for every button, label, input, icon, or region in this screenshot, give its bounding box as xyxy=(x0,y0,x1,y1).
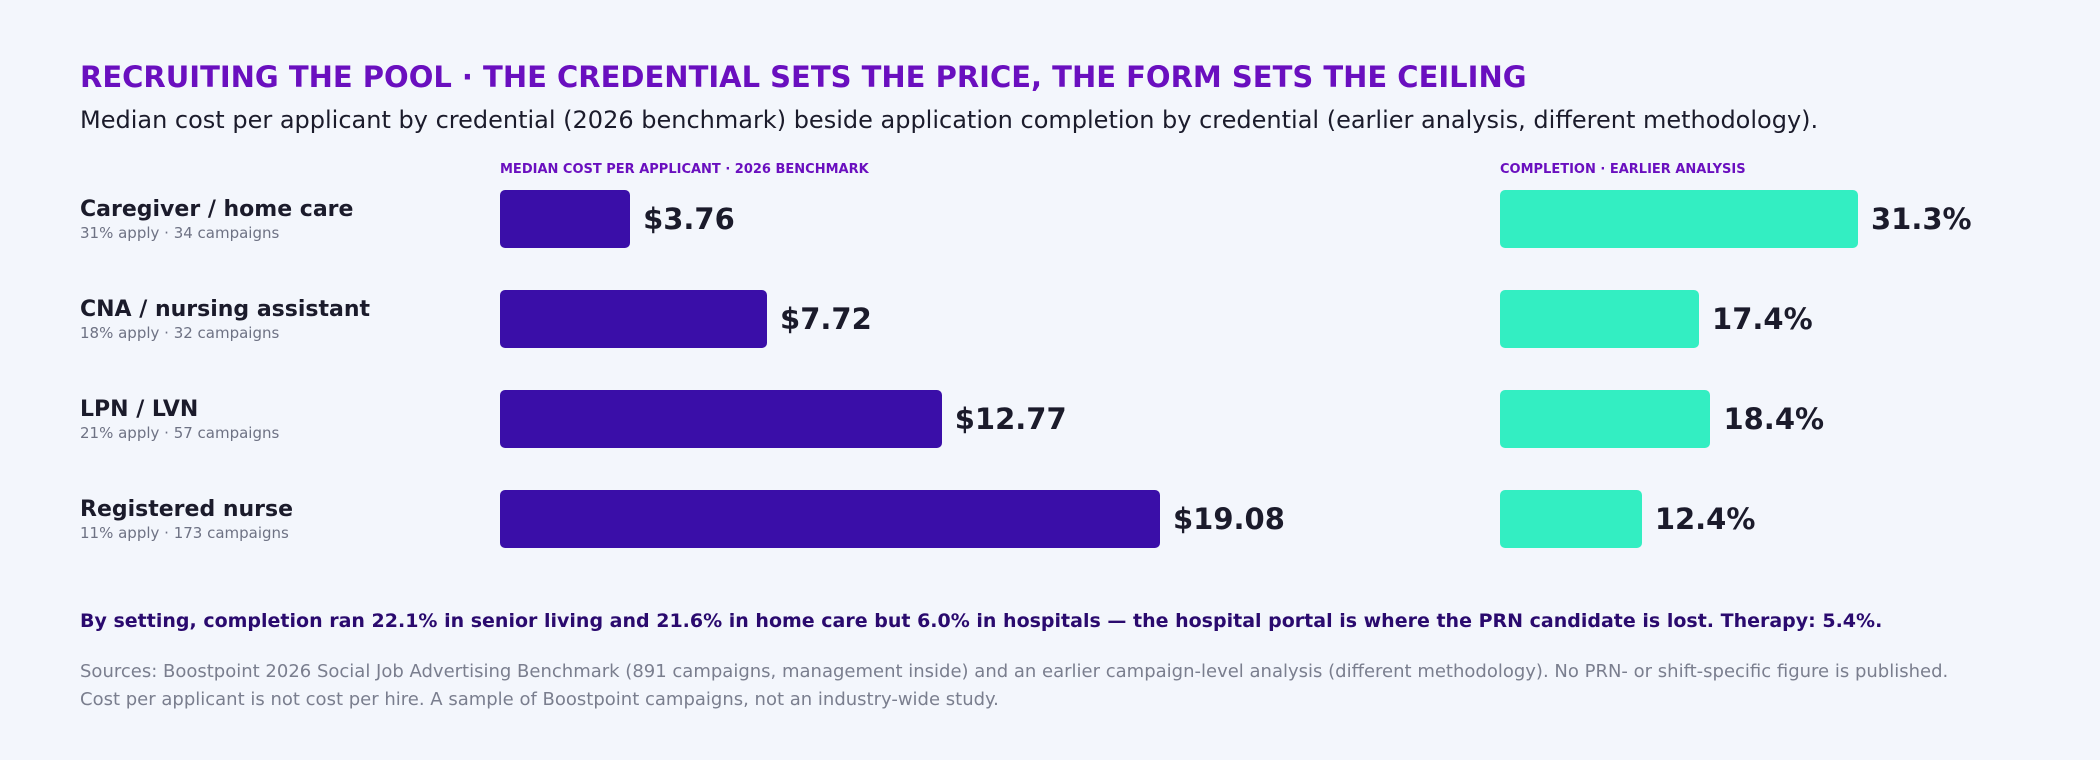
chart-title: RECRUITING THE POOL · THE CREDENTIAL SET… xyxy=(80,60,1527,94)
cost-value-label: $3.76 xyxy=(643,202,735,236)
cost-value-label: $19.08 xyxy=(1173,502,1285,536)
completion-panel-header: COMPLETION · EARLIER ANALYSIS xyxy=(1500,162,1746,177)
category-name: CNA / nursing assistant xyxy=(80,297,371,322)
cost-value-label: $7.72 xyxy=(780,302,872,336)
setting-note: By setting, completion ran 22.1% in seni… xyxy=(80,610,1883,632)
chart-subtitle: Median cost per applicant by credential … xyxy=(80,106,1819,134)
cost-panel-header: MEDIAN COST PER APPLICANT · 2026 BENCHMA… xyxy=(500,162,869,177)
category-name: Registered nurse xyxy=(80,497,294,522)
category-name: LPN / LVN xyxy=(80,397,199,422)
completion-value-label: 17.4% xyxy=(1712,302,1813,336)
category-label: Registered nurse 11% apply · 173 campaign… xyxy=(80,496,293,542)
cost-bar xyxy=(500,390,942,448)
source-line-1: Sources: Boostpoint 2026 Social Job Adve… xyxy=(80,661,1949,682)
cost-value-label: $12.77 xyxy=(954,402,1067,436)
cost-bar xyxy=(500,490,1160,548)
category-detail: 18% apply · 32 campaigns xyxy=(80,324,280,342)
completion-bar xyxy=(1500,190,1858,248)
category-label: LPN / LVN 21% apply · 57 campaigns xyxy=(80,396,279,442)
completion-value-label: 31.3% xyxy=(1871,202,1972,236)
completion-bar xyxy=(1500,490,1642,548)
cost-bar xyxy=(500,190,631,248)
category-label: CNA / nursing assistant 18% apply · 32 ca… xyxy=(80,296,370,342)
completion-bar xyxy=(1500,290,1700,348)
category-label: Caregiver / home care 31% apply · 34 camp… xyxy=(80,196,353,242)
category-detail: 31% apply · 34 campaigns xyxy=(80,224,280,242)
completion-value-label: 12.4% xyxy=(1654,502,1756,536)
source-line-2: Cost per applicant is not cost per hire.… xyxy=(80,689,999,710)
category-name: Caregiver / home care xyxy=(80,197,354,222)
category-detail: 11% apply · 173 campaigns xyxy=(80,524,289,542)
category-detail: 21% apply · 57 campaigns xyxy=(80,424,280,442)
source-note: Sources: Boostpoint 2026 Social Job Adve… xyxy=(80,658,1948,714)
completion-value-label: 18.4% xyxy=(1723,402,1825,436)
completion-bar xyxy=(1500,390,1711,448)
cost-bar xyxy=(500,290,768,348)
